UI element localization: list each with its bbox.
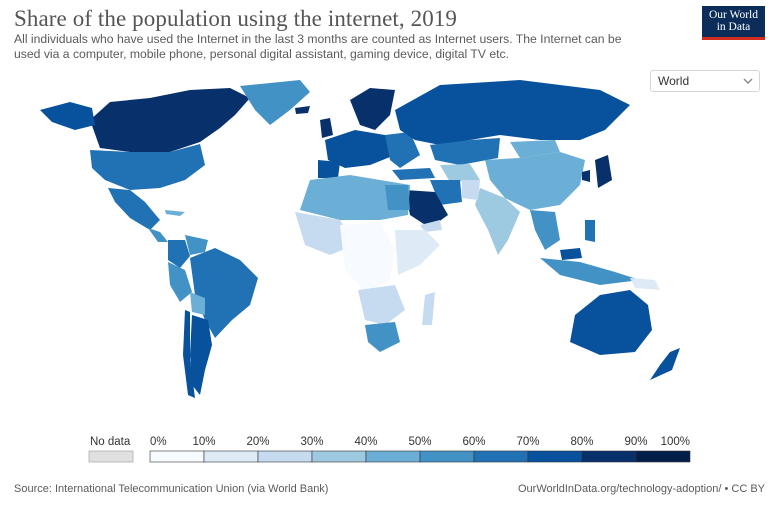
country-uk[interactable] [320, 118, 333, 138]
country-alaska[interactable] [40, 102, 95, 130]
region-select[interactable]: World [650, 70, 760, 92]
chart-title: Share of the population using the intern… [14, 6, 457, 31]
chevron-down-icon [743, 78, 753, 84]
country-australia[interactable] [570, 290, 652, 355]
country-south-africa[interactable] [365, 322, 400, 352]
legend-no-data-swatch [88, 450, 134, 463]
owid-logo[interactable]: Our World in Data [702, 6, 765, 40]
legend-no-data-label: No data [90, 436, 131, 448]
legend-bin[interactable] [635, 450, 691, 463]
legend-bin[interactable] [419, 450, 475, 463]
country-western-europe[interactable] [325, 130, 395, 168]
country-north-africa[interactable] [300, 175, 410, 220]
legend-bin[interactable] [311, 450, 367, 463]
country-central-africa[interactable] [340, 222, 395, 292]
country-iberia[interactable] [318, 160, 340, 178]
country-india[interactable] [475, 188, 520, 255]
legend-tick-label: 100% [661, 436, 690, 448]
country-pakistan[interactable] [462, 180, 480, 200]
legend-bin[interactable] [473, 450, 529, 463]
country-russia[interactable] [395, 80, 630, 145]
country-cuba[interactable] [165, 210, 185, 216]
source-note: Source: International Telecommunication … [14, 483, 329, 495]
country-colombia[interactable] [168, 240, 190, 268]
legend-bin[interactable] [365, 450, 421, 463]
country-peru[interactable] [168, 262, 192, 302]
legend-tick-label: 30% [300, 436, 323, 448]
country-chile[interactable] [183, 310, 195, 398]
legend-tick-label: 60% [462, 436, 485, 448]
country-central-america[interactable] [148, 228, 168, 242]
country-eastern-europe[interactable] [385, 132, 420, 168]
country-turkey[interactable] [392, 168, 435, 180]
legend-tick-label: 50% [408, 436, 431, 448]
logo-line-1: Our World [708, 9, 758, 21]
country-argentina[interactable] [190, 315, 212, 395]
country-madagascar[interactable] [422, 292, 435, 325]
color-legend: No data 0% 10% 20% 30% 40% 50% 60% 70% 80% 90% 100… [88, 436, 691, 463]
country-china[interactable] [485, 152, 585, 210]
country-greenland[interactable] [240, 80, 310, 125]
country-papua-new-guinea[interactable] [630, 278, 660, 290]
country-malaysia[interactable] [560, 248, 582, 260]
country-new-zealand[interactable] [650, 348, 680, 380]
logo-line-2: in Data [716, 21, 751, 33]
country-japan[interactable] [595, 155, 612, 188]
country-bolivia[interactable] [190, 292, 205, 315]
country-iceland[interactable] [295, 106, 310, 114]
world-map[interactable] [0, 80, 779, 420]
country-korea[interactable] [582, 170, 590, 182]
legend-tick-label: 10% [192, 436, 215, 448]
legend-bin[interactable] [203, 450, 259, 463]
country-east-africa[interactable] [395, 230, 440, 275]
country-indonesia[interactable] [540, 258, 640, 285]
country-egypt[interactable] [385, 185, 410, 210]
country-mongolia[interactable] [510, 140, 560, 158]
legend-bin[interactable] [581, 450, 637, 463]
chart-subtitle: All individuals who have used the Intern… [14, 32, 622, 61]
country-kazakhstan[interactable] [430, 138, 500, 165]
country-southeast-asia[interactable] [530, 210, 560, 250]
legend-tick-label: 40% [354, 436, 377, 448]
legend-tick-label: 0% [150, 436, 167, 448]
country-yemen[interactable] [420, 220, 442, 232]
license-link[interactable]: OurWorldInData.org/technology-adoption/ … [518, 483, 765, 495]
legend-tick-label: 20% [246, 436, 269, 448]
country-southern-central-africa[interactable] [358, 285, 405, 325]
legend-bin[interactable] [527, 450, 583, 463]
legend-tick-label: 90% [624, 436, 647, 448]
country-scandinavia[interactable] [350, 88, 395, 130]
country-mexico[interactable] [108, 188, 160, 230]
legend-bin[interactable] [149, 450, 205, 463]
region-select-value: World [658, 74, 690, 88]
country-central-asia[interactable] [440, 164, 480, 182]
legend-tick-label: 70% [516, 436, 539, 448]
country-canada[interactable] [90, 88, 250, 152]
country-venezuela[interactable] [185, 235, 208, 255]
country-west-africa[interactable] [295, 212, 355, 255]
legend-bin[interactable] [257, 450, 313, 463]
country-usa[interactable] [90, 144, 205, 190]
country-brazil[interactable] [190, 248, 258, 338]
legend-tick-label: 80% [570, 436, 593, 448]
country-saudi-arabia[interactable] [405, 190, 448, 228]
country-philippines[interactable] [585, 220, 595, 242]
